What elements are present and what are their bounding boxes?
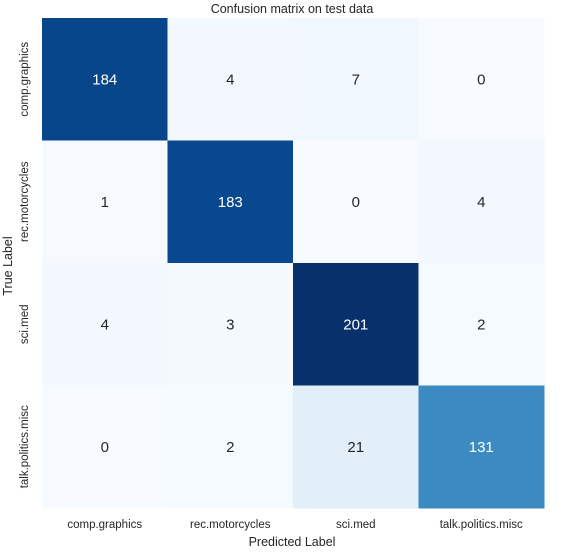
heatmap-cell [42,140,168,264]
cell-value-label: 1 [101,194,109,211]
heatmap-cell [42,385,168,509]
cell-value-label: 0 [477,71,485,88]
x-tick-label: comp.graphics [67,519,142,531]
cell-value-label: 131 [469,439,494,456]
cell-value-label: 3 [226,316,234,333]
heatmap-cell [293,18,419,141]
heatmap-cell [167,140,294,264]
cell-value-label: 4 [477,194,485,211]
x-tick-label: sci.med [336,519,376,531]
y-tick-label: rec.motorcycles [19,161,31,242]
heatmap-cell [167,18,294,141]
cell-value-label: 4 [101,316,109,333]
y-tick-label: talk.politics.misc [19,405,31,488]
heatmap-cell [42,263,168,386]
chart-title: Confusion matrix on test data [211,2,374,16]
cell-value-label: 0 [101,439,109,456]
heatmap-cells: 184 4 7 0 1 183 0 4 4 3 201 2 0 2 21 131 [42,18,545,509]
y-tick-label: sci.med [19,304,31,344]
cell-value-label: 184 [92,71,117,88]
cell-value-label: 21 [347,439,364,456]
x-tick-label: talk.politics.misc [440,519,523,531]
cell-value-label: 201 [343,316,368,333]
heatmap-cell [293,140,419,264]
cell-value-label: 183 [218,194,243,211]
heatmap-cell [418,385,545,509]
heatmap-cell [293,385,419,509]
heatmap-cell [167,385,294,509]
cell-value-label: 2 [477,316,485,333]
heatmap-cell [167,263,294,386]
cell-value-label: 7 [352,71,360,88]
cell-value-label: 0 [352,194,360,211]
heatmap-cell [418,140,545,264]
heatmap-cell [418,263,545,386]
heatmap-cell [42,18,168,141]
y-tick-label: comp.graphics [19,42,31,117]
x-tick-label: rec.motorcycles [190,519,271,531]
cell-value-label: 2 [226,439,234,456]
y-tick-labels: comp.graphics rec.motorcycles sci.med talk.… [19,42,31,489]
heatmap-cell [418,18,545,141]
cell-value-label: 4 [226,71,234,88]
y-axis-label: True Label [1,236,15,295]
x-tick-labels: comp.graphics rec.motorcycles sci.med talk.… [67,519,523,531]
x-axis-label: Predicted Label [249,535,336,549]
heatmap-cell [293,263,419,386]
